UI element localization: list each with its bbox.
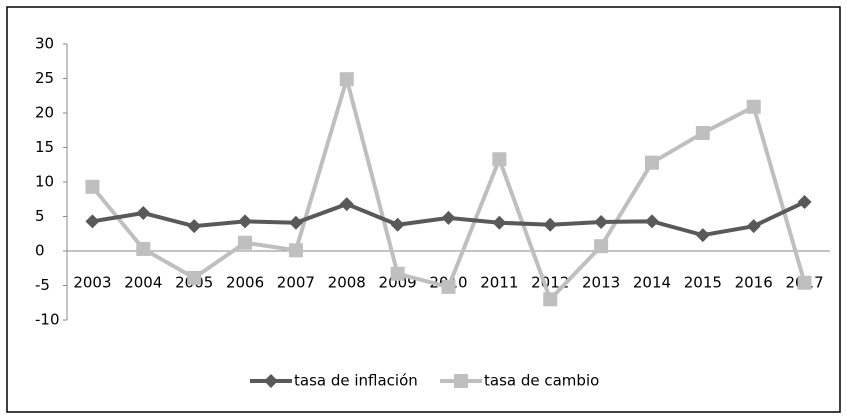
square-marker [543,292,558,307]
x-tick-label: 2013 [582,274,620,292]
diamond-marker [187,219,202,234]
diamond-marker [797,195,812,210]
diamond-marker [390,217,405,232]
diamond-marker [85,214,100,229]
x-tick-label: 2015 [684,274,722,292]
diamond-marker [339,197,354,212]
square-marker [339,72,354,87]
y-tick-label: -10 [35,311,60,329]
square-marker [238,235,253,250]
square-marker [594,239,609,254]
x-tick-label: 2011 [480,274,518,292]
x-tick-label: 2016 [735,274,773,292]
y-tick-label: 25 [35,69,54,87]
diamond-marker [746,219,761,234]
diamond-marker [238,214,253,229]
chart-frame [6,6,841,413]
square-marker [644,155,659,170]
y-tick-label: 0 [35,242,45,260]
diamond-marker [492,215,507,230]
legend-label: tasa de inflación [294,372,418,390]
square-marker [454,374,468,388]
x-tick-label: 2014 [633,274,671,292]
square-marker [746,99,761,114]
diamond-marker [543,217,558,232]
y-tick-label: 30 [35,35,54,53]
y-tick-label: 15 [35,138,54,156]
square-marker [695,126,710,141]
square-marker [288,243,303,258]
diamond-marker [288,215,303,230]
x-tick-label: 2008 [328,274,366,292]
x-tick-label: 2004 [124,274,162,292]
x-tick-label: 2007 [277,274,315,292]
square-marker [797,275,812,290]
legend-label: tasa de cambio [484,372,599,390]
square-marker [390,266,405,281]
y-tick-label: 20 [35,104,54,122]
square-marker [187,270,202,285]
x-tick-label: 2003 [73,274,111,292]
diamond-marker [594,215,609,230]
square-marker [492,152,507,167]
x-tick-label: 2006 [226,274,264,292]
y-tick-label: -5 [35,276,50,294]
diamond-marker [644,214,659,229]
diamond-marker [136,206,151,221]
diamond-marker [441,210,456,225]
y-tick-label: 10 [35,173,54,191]
square-marker [441,279,456,294]
diamond-marker [264,374,278,388]
diamond-marker [695,228,710,243]
square-marker [85,179,100,194]
square-marker [136,241,151,256]
y-tick-label: 5 [35,207,45,225]
